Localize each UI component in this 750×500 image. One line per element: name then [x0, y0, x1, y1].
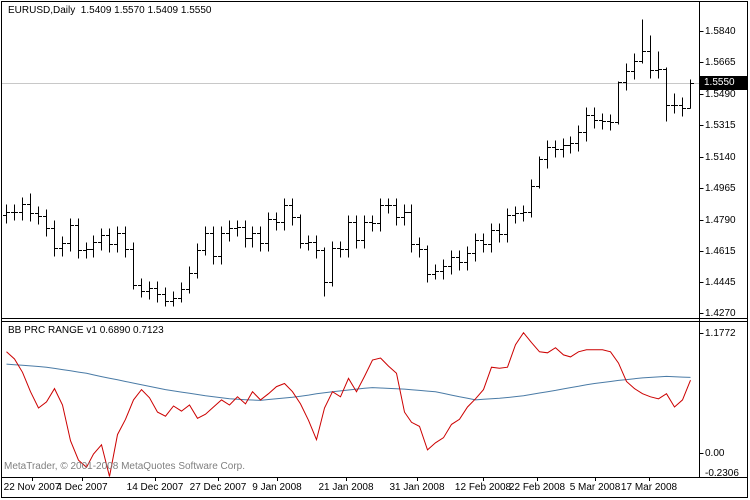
chart-title: EURUSD,Daily 1.5409 1.5570 1.5409 1.5550	[8, 5, 212, 16]
indicator-axis-label: -0.2306	[705, 468, 739, 479]
price-axis-label: 1.5315	[705, 120, 736, 131]
date-axis-label: 31 Jan 2008	[389, 482, 445, 493]
date-axis-label: 9 Jan 2008	[252, 482, 302, 493]
price-axis-label: 1.5665	[705, 57, 736, 68]
signal-ma-line	[6, 363, 691, 401]
current-price-badge: 1.5550	[700, 76, 747, 90]
price-axis-label: 1.4445	[705, 277, 736, 288]
date-axis-label: 4 Dec 2007	[56, 482, 108, 493]
indicator-axis-label: 0.00	[705, 448, 725, 459]
date-axis-label: 12 Feb 2008	[454, 482, 512, 493]
price-axis-label: 1.4790	[705, 215, 736, 226]
date-axis-label: 5 Mar 2008	[569, 482, 621, 493]
indicator-axis-label: 1.1772	[705, 328, 736, 339]
date-axis-label: 27 Dec 2007	[189, 482, 247, 493]
date-axis-label: 14 Dec 2007	[126, 482, 184, 493]
date-axis-label: 17 Mar 2008	[620, 482, 678, 493]
date-axis-label: 22 Nov 2007	[3, 482, 61, 493]
price-axis-label: 1.5140	[705, 152, 736, 163]
price-axis-label: 1.5840	[705, 26, 736, 37]
price-axis-label: 1.4270	[705, 308, 736, 319]
price-axis-label: 1.4615	[705, 246, 736, 257]
date-axis-label: 21 Jan 2008	[318, 482, 374, 493]
copyright-text: MetaTrader, © 2001-2008 MetaQuotes Softw…	[4, 461, 246, 472]
price-axis-label: 1.4965	[705, 183, 736, 194]
price-axis-label: 1.5490	[705, 89, 736, 100]
bb-prc-range-line	[6, 331, 691, 477]
indicator-title: BB PRC RANGE v1 0.6890 0.7123	[8, 325, 164, 336]
ohlc-bars	[3, 19, 694, 307]
date-axis-label: 22 Feb 2008	[508, 482, 566, 493]
